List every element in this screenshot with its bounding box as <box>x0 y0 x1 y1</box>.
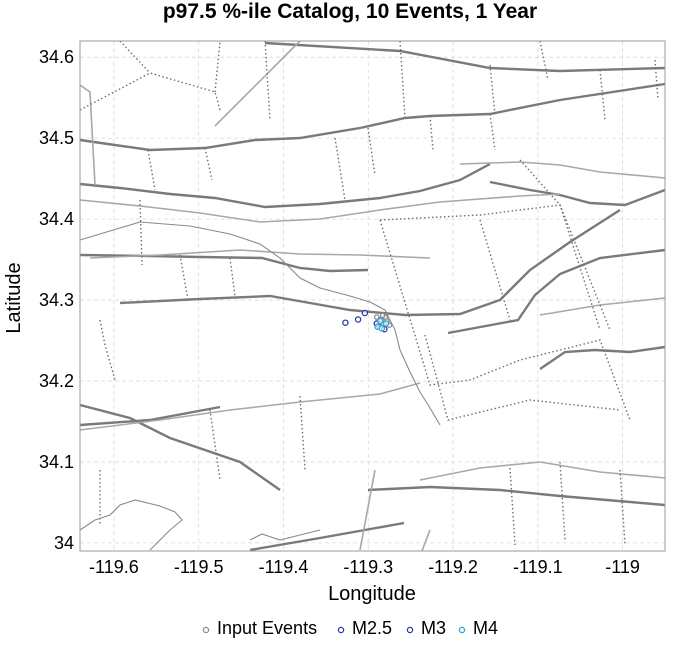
x-tick-label: -119.5 <box>174 557 224 577</box>
legend-marker <box>458 626 466 634</box>
y-tick-label: 34.3 <box>39 290 74 310</box>
y-tick-label: 34.5 <box>39 128 74 148</box>
legend-marker <box>406 626 414 634</box>
data-point-m2-5 <box>342 319 349 326</box>
y-tick-label: 34.6 <box>39 47 74 67</box>
y-tick-label: 34.4 <box>39 209 74 229</box>
y-tick-label: 34.2 <box>39 371 74 391</box>
data-point-input-events <box>379 312 386 319</box>
x-axis-label: Longitude <box>328 583 416 605</box>
data-point-m3 <box>361 309 369 317</box>
x-tick-label: -119.3 <box>343 557 393 577</box>
legend-entry: Input Events <box>217 618 317 638</box>
plot-area <box>79 40 666 552</box>
x-tick-label: -119.1 <box>513 557 563 577</box>
data-point-m4 <box>376 317 384 325</box>
y-axis-label: Latitude <box>3 262 25 333</box>
x-tick-label: -119 <box>605 557 640 577</box>
y-tick-label: 34.1 <box>39 452 74 472</box>
legend-marker <box>337 626 345 634</box>
legend-marker <box>202 626 210 634</box>
legend-entry: M2.5 <box>352 618 392 638</box>
data-point-m4 <box>382 320 390 327</box>
data-point-m2-5 <box>354 316 362 323</box>
x-tick-label: -119.2 <box>428 557 478 577</box>
y-tick-label: 34 <box>54 533 74 553</box>
x-tick-label: -119.4 <box>259 557 309 577</box>
legend: Input Events M2.5 M3 M4 <box>202 618 498 638</box>
data-point-input-events <box>373 314 380 320</box>
x-tick-label: -119.6 <box>89 557 139 577</box>
legend-entry: M4 <box>473 618 498 638</box>
event-markers <box>342 309 393 333</box>
plot-border <box>79 40 666 552</box>
data-point-m4 <box>378 325 386 332</box>
x-axis-ticks: -119.6 -119.5 -119.4 -119.3 -119.2 -119.1 -119 <box>89 557 640 577</box>
legend-entry: M3 <box>421 618 446 638</box>
chart-title: p97.5 %-ile Catalog, 10 Events, 1 Year <box>163 0 537 23</box>
fault-map-background <box>79 40 666 552</box>
y-axis-ticks: 34 34.1 34.2 34.3 34.4 34.5 34.6 <box>39 47 74 553</box>
